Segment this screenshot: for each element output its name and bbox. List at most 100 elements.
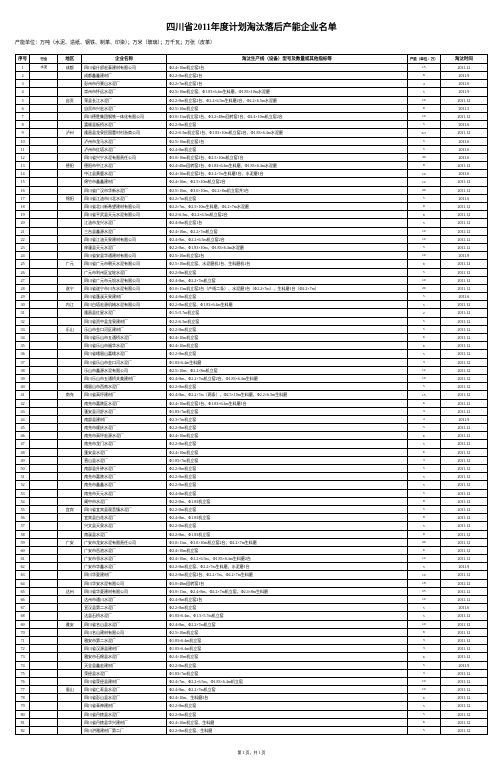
cell-area xyxy=(58,571,82,579)
cell-time: 2011.9 xyxy=(440,88,487,96)
cell-time: 2011.12 xyxy=(440,325,487,333)
cell-industry xyxy=(30,563,58,571)
cell-time: 2011.12 xyxy=(440,342,487,350)
cell-industry xyxy=(30,284,58,292)
cell-seq: 17 xyxy=(16,194,30,202)
table-row: 35四川省乐山市福华水泥厂Φ2.4×10m机立窑62011.12 xyxy=(16,342,488,350)
cell-industry xyxy=(30,325,58,333)
cell-product: Φ2.4×8m、Φ2.2×6.5m机立窑2台 xyxy=(167,235,408,243)
cell-seq: 71 xyxy=(16,636,30,644)
cell-time: 2011.12 xyxy=(440,718,487,726)
cell-industry xyxy=(30,538,58,546)
cell-capacity: 3 xyxy=(407,636,440,644)
cell-time: 2011.12 xyxy=(440,424,487,432)
cell-time: 2011.12 xyxy=(440,710,487,718)
cell-product: Φ1.83×6.4m生料磨 xyxy=(167,358,408,366)
cell-capacity: 10 xyxy=(407,112,440,120)
cell-capacity: 18 xyxy=(407,579,440,587)
cell-area xyxy=(58,211,82,219)
cell-seq: 33 xyxy=(16,325,30,333)
cell-seq: 39 xyxy=(16,374,30,382)
cell-capacity: 5 xyxy=(407,473,440,481)
cell-company: 宜宾县白花水泥厂 xyxy=(82,514,167,522)
cell-time: 2011.12 xyxy=(440,178,487,186)
cell-capacity: 10 xyxy=(407,596,440,604)
cell-time: 2011.12 xyxy=(440,334,487,342)
cell-company: 四川省名山县水泥厂 xyxy=(82,620,167,628)
cell-industry xyxy=(30,628,58,636)
cell-company: 四川德胜集团钢铁一体化有限公司 xyxy=(82,112,167,120)
cell-area xyxy=(58,374,82,382)
cell-product: Φ2.5×10m机立窑 xyxy=(167,104,408,112)
cell-capacity: 10 xyxy=(407,677,440,685)
cell-company: 自贡市兴宏水泥厂 xyxy=(82,104,167,112)
cell-seq: 19 xyxy=(16,211,30,219)
cell-company: 四川乐山市五通桥关美建材厂 xyxy=(82,374,167,382)
cell-capacity: 10 xyxy=(407,374,440,382)
cell-area xyxy=(58,243,82,251)
cell-product: Φ2.4×10m机立窑 xyxy=(167,432,408,440)
cell-area: 南充 xyxy=(58,391,82,399)
table-row: 19 四川省平武县天元水泥有限公司Φ2.2×6.5m、Φ2.2×6.5m机立窑2台… xyxy=(16,211,488,219)
cell-time: 2011.12 xyxy=(440,432,487,440)
cell-capacity: 10 xyxy=(407,170,440,178)
cell-area: 雅安 xyxy=(58,620,82,628)
cell-company: 四川白塔宏源机械水泥有限公司 xyxy=(82,301,167,309)
cell-company: 四川省仁寿县水泥厂 xyxy=(82,686,167,694)
cell-capacity: 10 xyxy=(407,686,440,694)
cell-time: 2011.12 xyxy=(440,211,487,219)
cell-capacity: 6 xyxy=(407,546,440,554)
cell-industry xyxy=(30,350,58,358)
cell-product: Φ2.4×10m、Φ2.5×10m机立窑2台 xyxy=(167,178,408,186)
cell-seq: 75 xyxy=(16,669,30,677)
table-row: 30内江四川白塔宏源机械水泥有限公司Φ2.2×8m机立窑、Φ1.83×6.4m生… xyxy=(16,301,488,309)
cell-product: Φ2.4×10m机立窑1台、Φ1.83×6.4m生料磨1台 xyxy=(167,399,408,407)
table-row: 57兴文县天泉水泥厂Φ2.2×8m机立窑52011.12 xyxy=(16,522,488,530)
cell-seq: 76 xyxy=(16,677,30,685)
cell-seq: 15 xyxy=(16,178,30,186)
cell-capacity: 5 xyxy=(407,137,440,145)
cell-seq: 22 xyxy=(16,235,30,243)
cell-seq: 16 xyxy=(16,186,30,194)
cell-product: Φ2.2×8m机立窑 xyxy=(167,383,408,391)
cell-company: 中江县黄鹿水泥厂 xyxy=(82,170,167,178)
cell-time: 2011.9 xyxy=(440,415,487,423)
cell-capacity: 4 xyxy=(407,415,440,423)
cell-product: Φ2.5×10m机立窑 xyxy=(167,628,408,636)
cell-industry xyxy=(30,342,58,350)
cell-industry xyxy=(30,129,58,137)
cell-industry xyxy=(30,96,58,104)
cell-time: 2011.12 xyxy=(440,546,487,554)
cell-industry xyxy=(30,432,58,440)
cell-product: Φ2.4×10m机立窑、生料磨 xyxy=(167,718,408,726)
cell-industry xyxy=(30,579,58,587)
table-row: 70四川名山建材有限公司Φ2.5×10m机立窑82011.12 xyxy=(16,628,488,636)
cell-industry xyxy=(30,383,58,391)
cell-time: 2011.12 xyxy=(440,317,487,325)
cell-industry xyxy=(30,636,58,644)
cell-area xyxy=(58,677,82,685)
cell-industry xyxy=(30,465,58,473)
cell-seq: 53 xyxy=(16,489,30,497)
table-row: 71雅安市第二水泥厂Φ1.83×6.4m机立窑32011.12 xyxy=(16,636,488,644)
cell-industry xyxy=(30,194,58,202)
table-row: 76四川省荥经县建材厂Φ2.4×7m、Φ2.2×6.5m、Φ1.83×6.4m机… xyxy=(16,677,488,685)
cell-seq: 24 xyxy=(16,252,30,260)
cell-area xyxy=(58,563,82,571)
cell-area xyxy=(58,153,82,161)
cell-seq: 81 xyxy=(16,718,30,726)
cell-product: Φ1.83×6.4m、Φ1.5×5.7m机立窑 xyxy=(167,612,408,620)
table-row: 3彭州市丹景山水泥厂Φ2.2×7m机立窑1台42011.6 xyxy=(16,80,488,88)
cell-company: 四川省峨眉山嘉峨水泥厂 xyxy=(82,350,167,358)
cell-product: Φ2.2×6.5m、Φ2.2×6.5m机立窑2台 xyxy=(167,211,408,219)
cell-time: 2011.12 xyxy=(440,63,487,71)
cell-industry xyxy=(30,440,58,448)
cell-industry xyxy=(30,399,58,407)
cell-industry xyxy=(30,72,58,80)
table-row: 64四川华安水泥有限公司Φ3.0×48m回转窑1台182011.12 xyxy=(16,579,488,587)
cell-product: Φ2.2×8m机立窑2台 xyxy=(167,72,408,80)
cell-company: 四川省平武县天元水泥有限公司 xyxy=(82,211,167,219)
cell-capacity: 20 xyxy=(407,538,440,546)
cell-industry xyxy=(30,407,58,415)
cell-product: Φ2.4×40m回转窑1台、Φ1.83×6.4m生料磨、Φ1.83×6.4m水泥… xyxy=(167,162,408,170)
